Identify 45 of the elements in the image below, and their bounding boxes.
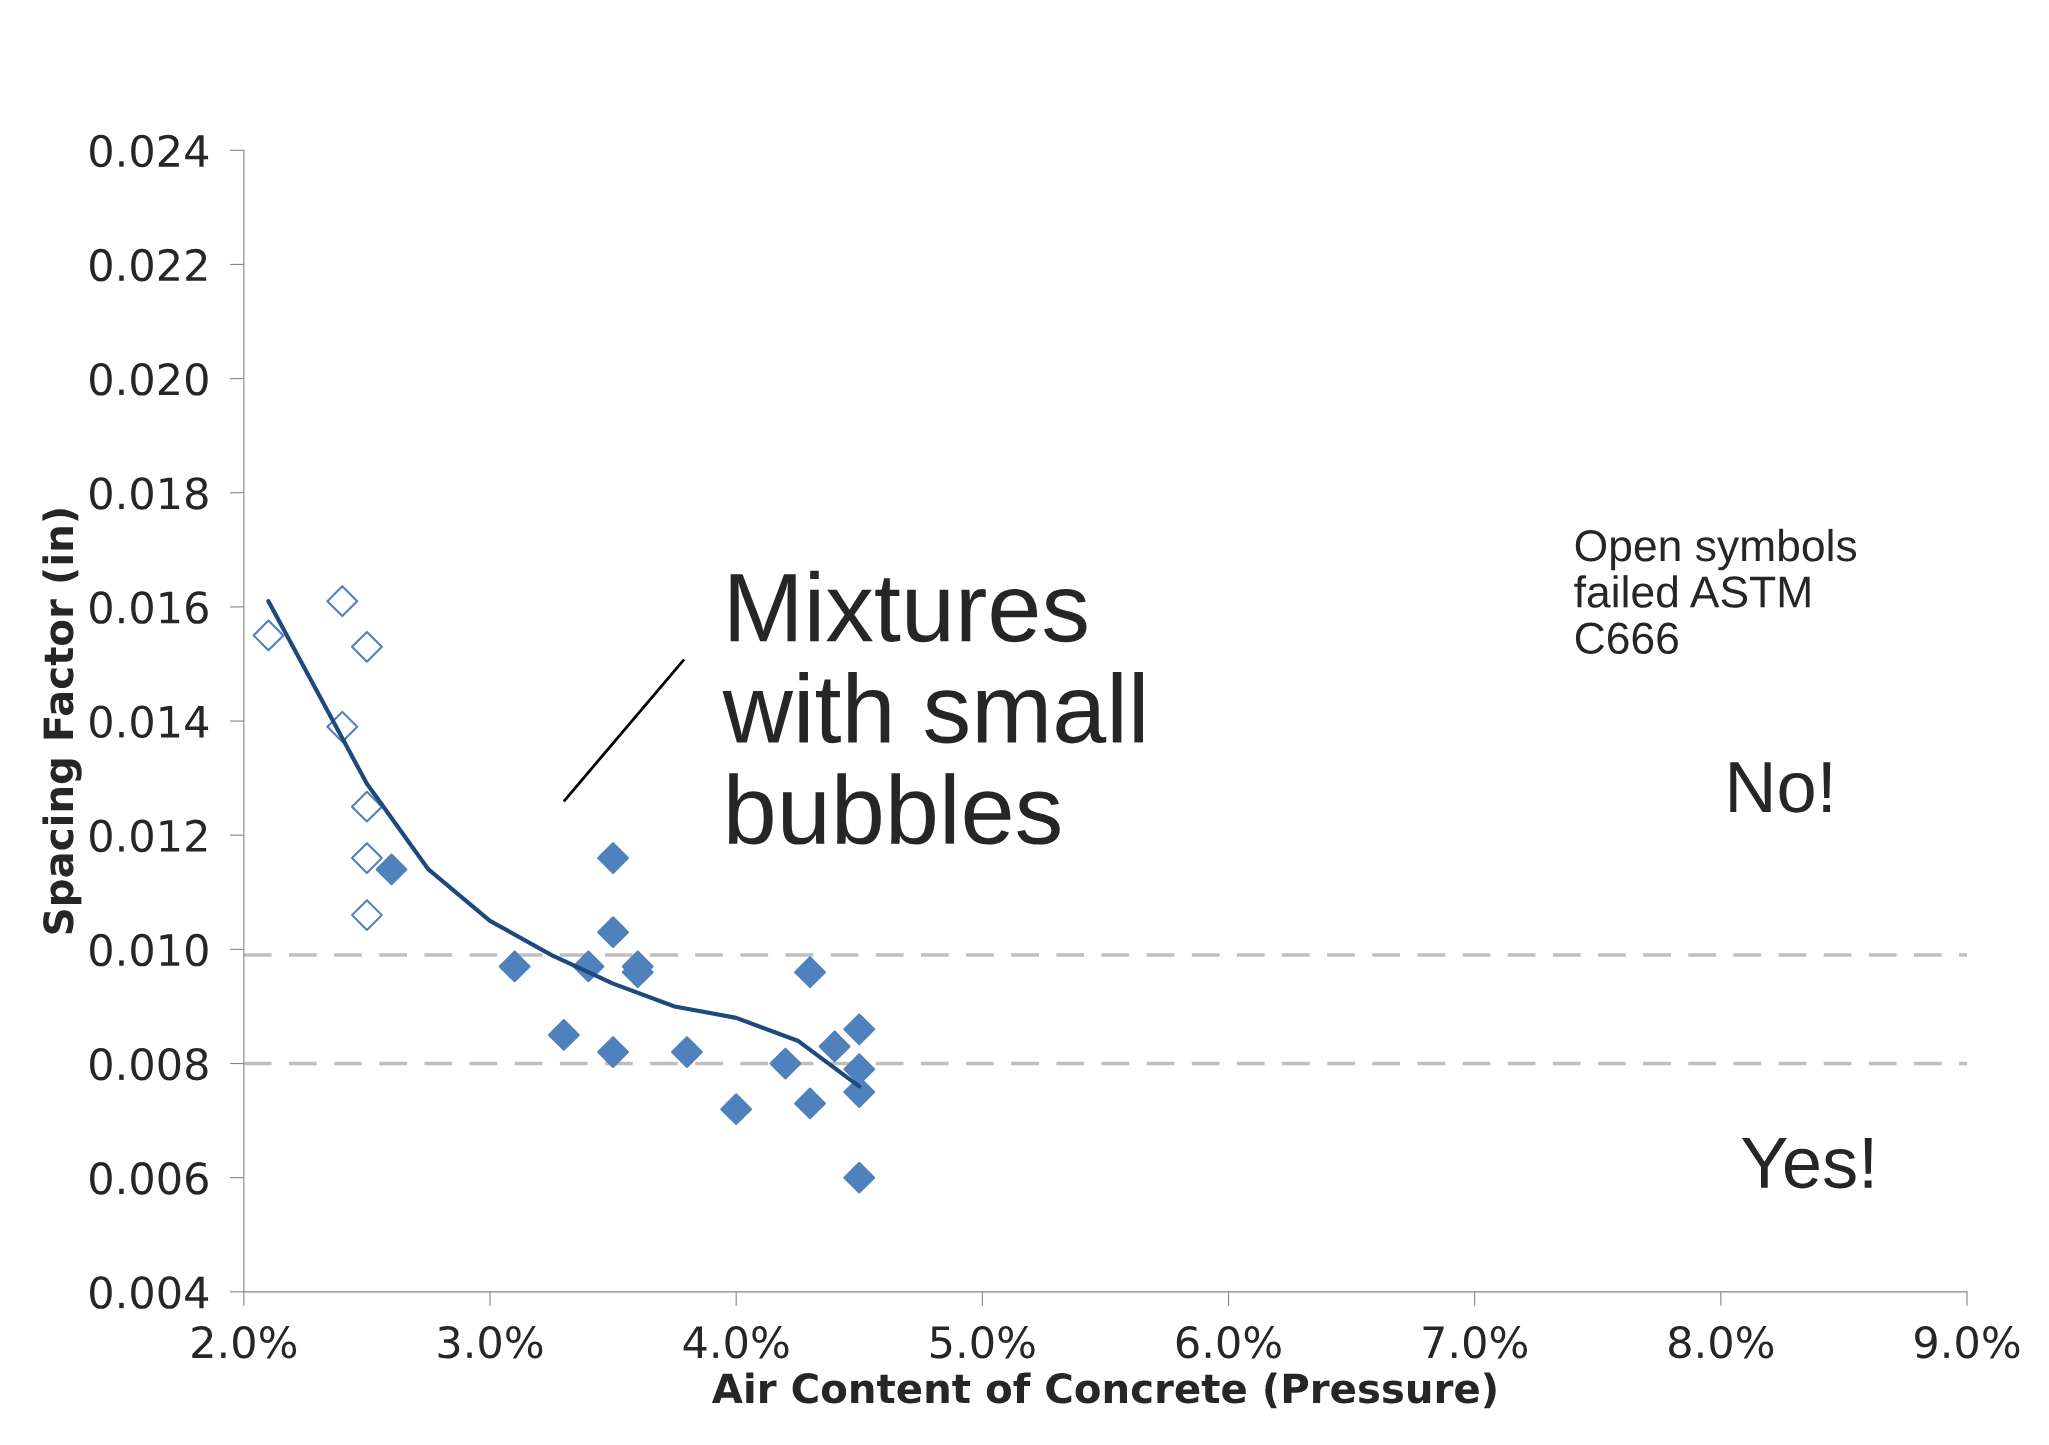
x-tick-label: 4.0%	[683, 1325, 789, 1359]
y-tick-label: 0.006	[90, 1162, 208, 1195]
point	[252, 619, 285, 652]
point	[498, 950, 531, 983]
point	[350, 630, 383, 663]
point	[375, 853, 408, 886]
annotation: Yes!	[1741, 1137, 1872, 1189]
point	[794, 1087, 826, 1120]
annotation: Open symbols failed ASTM C666	[1574, 528, 1857, 655]
point	[720, 1093, 753, 1126]
y-tick-label: 0.022	[90, 248, 207, 282]
point	[597, 842, 630, 874]
point	[547, 1019, 580, 1051]
x-tick-label: 2.0%	[192, 1325, 297, 1359]
y-tick-label: 0.014	[90, 705, 209, 739]
y-tick-label: 0.012	[90, 819, 207, 853]
point	[350, 899, 383, 932]
x-tick-label: 6.0%	[1176, 1325, 1281, 1359]
point	[350, 790, 383, 823]
point	[794, 956, 826, 989]
point	[818, 1030, 851, 1063]
y-axis-title: Spacing Factor (in)	[42, 509, 82, 934]
y-tick-label: 0.024	[90, 134, 209, 168]
point	[843, 1013, 876, 1046]
point	[671, 1036, 703, 1069]
y-tick-label: 0.004	[90, 1276, 209, 1309]
point	[350, 842, 383, 874]
point	[769, 1047, 802, 1080]
point	[597, 916, 630, 949]
y-tick-label: 0.008	[90, 1047, 208, 1081]
point	[597, 1036, 630, 1069]
y-tick-label: 0.016	[90, 591, 208, 624]
x-axis-title: Air Content of Concrete (Pressure)	[711, 1372, 1496, 1409]
x-tick-label: 8.0%	[1669, 1325, 1774, 1359]
annotation: Mixtures with small bubbles	[722, 570, 1143, 845]
x-tick-label: 3.0%	[438, 1325, 543, 1359]
x-tick-label: 9.0%	[1915, 1325, 2020, 1359]
y-tick-label: 0.010	[90, 933, 208, 967]
y-tick-label: 0.018	[90, 477, 208, 510]
point	[843, 1161, 876, 1194]
x-tick-label: 5.0%	[930, 1325, 1035, 1359]
y-tick-label: 0.020	[90, 362, 208, 396]
x-tick-label: 7.0%	[1423, 1325, 1528, 1359]
point	[326, 585, 359, 618]
annotation: No!	[1730, 762, 1831, 813]
